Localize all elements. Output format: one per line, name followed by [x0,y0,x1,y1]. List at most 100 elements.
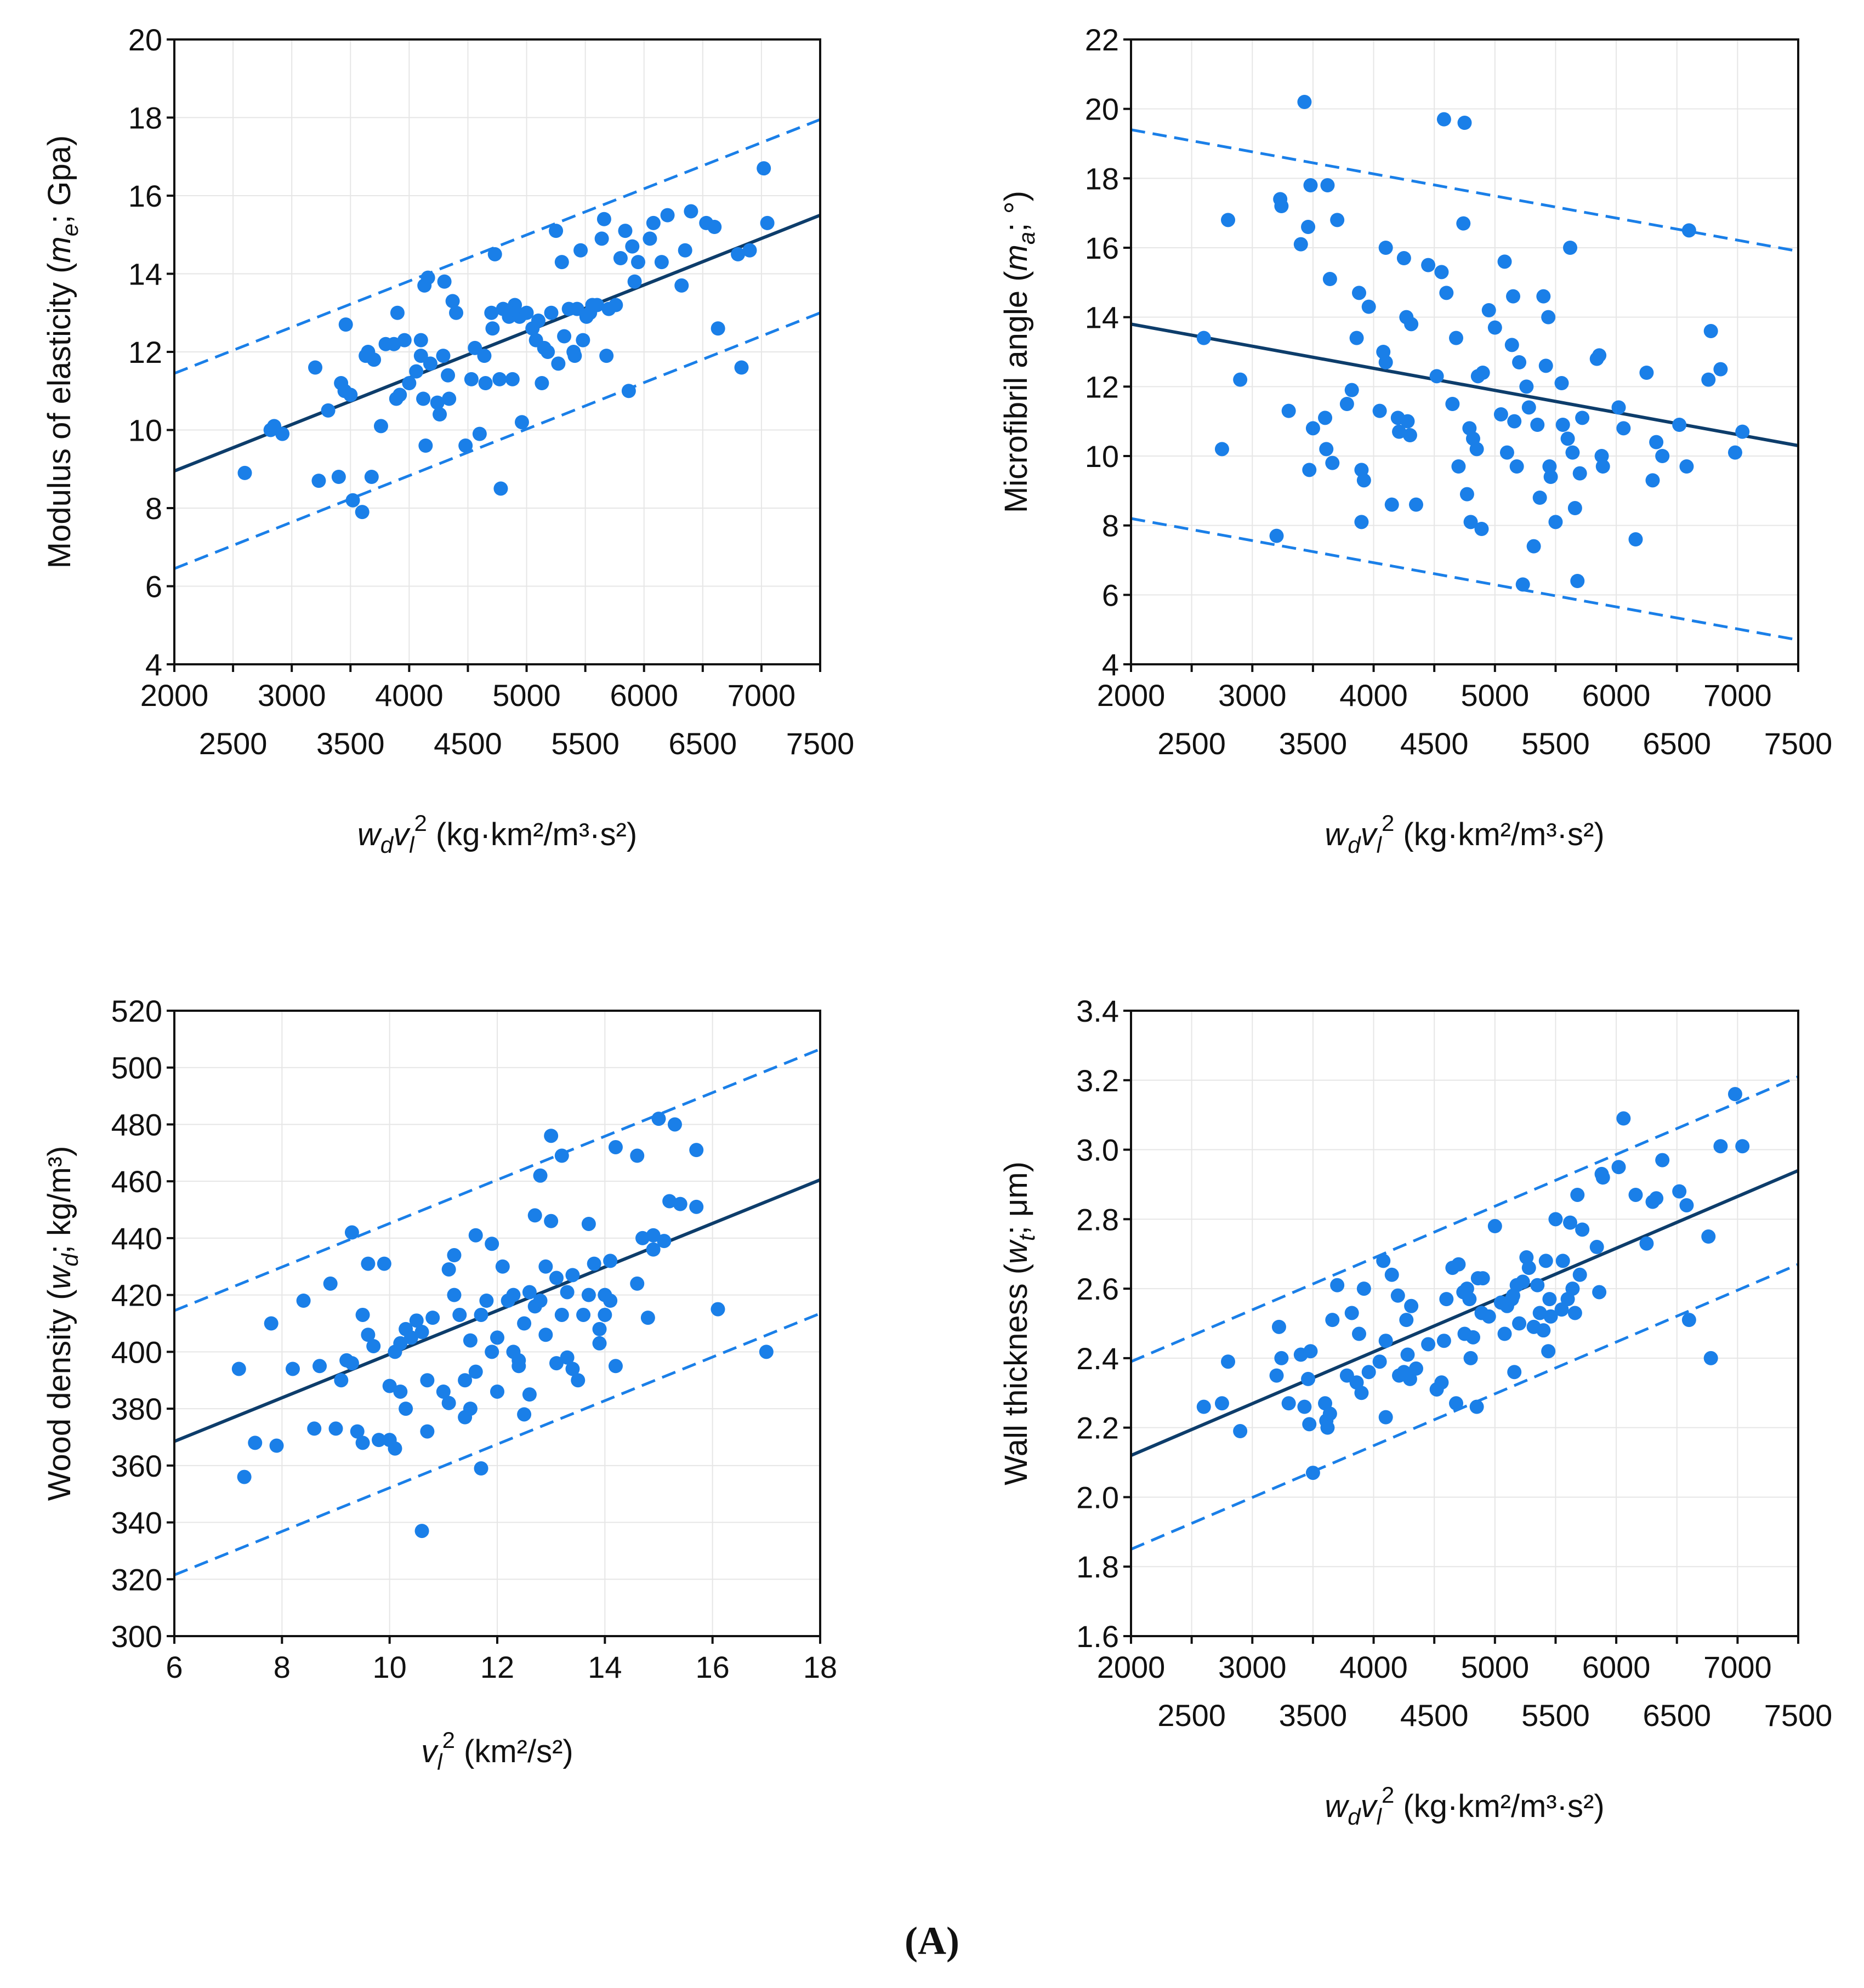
data-point [312,1359,327,1374]
data-point [355,1307,370,1322]
data-point [1672,418,1687,432]
data-point [1592,348,1607,363]
data-point [492,372,507,386]
data-point [1672,1184,1687,1199]
data-point [468,340,482,355]
data-point [592,1321,607,1336]
data-point [1475,1271,1490,1286]
data-point [344,1225,359,1240]
data-point [1521,400,1536,415]
data-point [630,1276,645,1291]
chart-modulus-of-elasticity: 4 6 8 10 12 14 16 18 20 2000 3000 4000 5000 6000 7000 2… [42,22,854,858]
data-point [1434,1375,1449,1390]
data-point [613,251,628,265]
data-point [237,1469,252,1484]
data-point [1322,272,1337,286]
x-axis-label: vl2 (km²/s²) [421,1727,573,1775]
x-axis-label: wdvl2 (kg·km²/m³·s²) [1325,1782,1604,1830]
interval-upper-line [1130,1075,1799,1363]
data-point [1434,265,1449,280]
data-point [1616,1111,1631,1126]
data-point [1445,397,1460,411]
data-point [1563,241,1578,255]
data-point [1538,1254,1553,1268]
data-point [1439,1292,1454,1307]
x-tick-label: 14 [588,1650,622,1684]
data-point [1384,497,1399,512]
y-tick-label: 12 [1085,369,1119,404]
data-point [1301,220,1316,234]
data-point [1519,379,1534,394]
data-point [264,1316,279,1331]
data-point [1392,424,1407,439]
data-point [711,1302,725,1317]
data-point [447,1288,462,1302]
data-point [463,1333,478,1348]
data-point [414,1325,429,1340]
data-point [436,349,451,363]
data-point [1542,459,1557,474]
data-point [323,1276,338,1291]
data-point [689,1199,704,1214]
y-tick-label: 10 [128,413,162,448]
y-tick-label: 10 [1085,439,1119,474]
x-tick-label: 6000 [610,678,678,713]
data-point [1713,1139,1728,1154]
data-point [1565,445,1580,460]
data-point [372,1433,387,1448]
data-point [635,1231,650,1245]
data-point [485,321,500,336]
data-point [1481,1309,1496,1324]
y-tick-label: 2.6 [1076,1272,1119,1306]
x-tick-label: 4000 [375,678,444,713]
data-point [1649,1191,1664,1206]
data-point [587,1256,601,1271]
y-tick-label: 18 [128,101,162,135]
data-point [1701,1229,1716,1244]
data-point [1361,299,1376,314]
data-point [707,220,722,234]
data-point [1594,449,1609,463]
data-point [505,372,520,386]
data-point [1474,522,1489,536]
data-point [603,1254,618,1268]
data-point [1354,515,1369,529]
y-tick-label: 14 [1085,300,1119,335]
data-point [646,1228,661,1243]
x-tick-label: 10 [373,1650,407,1684]
data-point [1421,258,1436,272]
data-point [1475,366,1490,380]
data-point [1727,1087,1742,1102]
data-point [1595,459,1610,474]
data-point [377,1256,391,1271]
data-point [549,1271,564,1285]
data-point [576,333,590,348]
chart-wall-thickness: 1.6 1.8 2.0 2.2 2.4 2.6 2.8 3.0 3.2 3.4 2000 3000 40… [998,994,1832,1830]
data-point [487,247,502,261]
data-point [506,1288,521,1302]
data-point [551,356,566,371]
x-tick-label: 3500 [1279,1698,1348,1733]
data-point [382,1379,397,1393]
data-point [538,1259,553,1274]
data-point [1456,216,1471,231]
data-point [1339,397,1354,411]
data-point [484,305,499,320]
data-point [1301,1371,1316,1386]
plot-frame [1130,1010,1799,1637]
data-point [308,360,323,375]
y-tick-label: 2.2 [1076,1411,1119,1445]
data-point [646,215,661,230]
data-point [237,465,252,480]
data-point [1302,1417,1317,1432]
data-point [1384,1267,1399,1282]
data-point [1429,369,1444,384]
x-tick-label: 5000 [1461,1650,1530,1684]
data-point [599,349,614,363]
data-point [1469,442,1484,457]
scatter-points [237,161,775,520]
y-tick-label: 320 [111,1562,162,1597]
scatter-points [1196,95,1750,592]
y-tick-label: 8 [145,491,162,526]
